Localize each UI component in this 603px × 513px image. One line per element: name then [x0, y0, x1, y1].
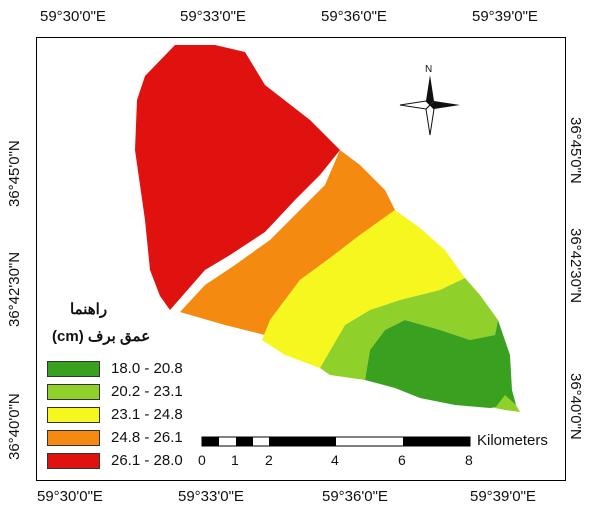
scale-label: 6: [398, 452, 406, 468]
legend-label: 20.2 - 23.1: [111, 383, 183, 400]
legend-swatch: [47, 430, 100, 446]
legend-swatch: [47, 384, 100, 400]
zone-tip-patch: [495, 395, 520, 412]
legend-label: 23.1 - 24.8: [111, 406, 183, 423]
bottom-tick-1: 59°30'0"E: [37, 488, 103, 505]
legend-subtitle: عمق برف (cm): [52, 328, 151, 345]
top-tick-1: 59°30'0"E: [40, 8, 106, 25]
zone-18-0-20-8: [365, 320, 516, 408]
legend-swatch: [47, 407, 100, 423]
legend-swatch: [47, 453, 100, 469]
top-tick-4: 59°39'0"E: [472, 8, 538, 25]
scale-label: 1: [231, 452, 239, 468]
scale-label: 4: [331, 452, 339, 468]
map-frame: [36, 37, 566, 481]
zone-20-2-23-1: [320, 278, 498, 380]
zone-24-8-26-1: [180, 150, 395, 335]
north-arrow-icon: [399, 75, 460, 136]
legend-swatch: [47, 361, 100, 377]
scale-label: 8: [465, 452, 473, 468]
top-tick-3: 59°36'0"E: [321, 8, 387, 25]
top-tick-2: 59°33'0"E: [180, 8, 246, 25]
legend-label: 18.0 - 20.8: [111, 360, 183, 377]
zone-23-1-24-8: [262, 210, 465, 368]
scale-unit: Kilometers: [477, 432, 548, 449]
bottom-tick-4: 59°39'0"E: [470, 488, 536, 505]
legend-title: راهنما: [70, 301, 108, 318]
legend-label: 24.8 - 26.1: [111, 429, 183, 446]
legend-label: 26.1 - 28.0: [111, 452, 183, 469]
scale-label: 2: [265, 452, 273, 468]
zone-26-1-28-0: [135, 45, 340, 310]
bottom-tick-2: 59°33'0"E: [178, 488, 244, 505]
bottom-tick-3: 59°36'0"E: [322, 488, 388, 505]
north-arrow-label: N: [425, 64, 433, 75]
scale-label: 0: [198, 452, 206, 468]
